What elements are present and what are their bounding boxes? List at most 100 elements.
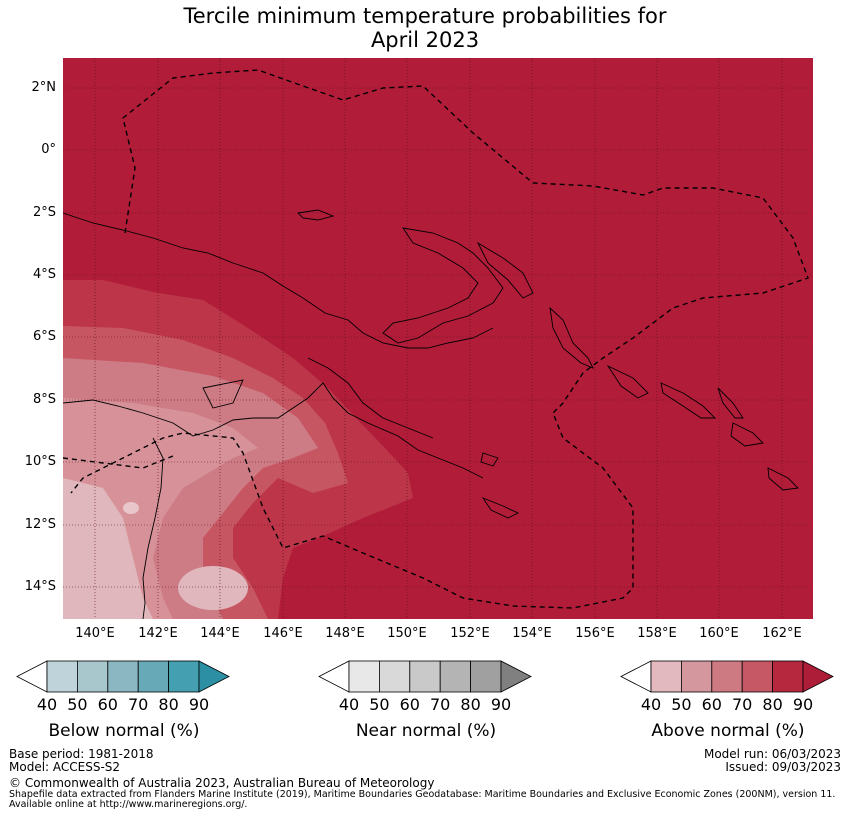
coastlines: [63, 209, 799, 619]
near-normal-tick-50: 50: [369, 695, 390, 714]
shade-40: [63, 478, 153, 619]
new-britain: [382, 227, 504, 344]
solomon-choiseul: [606, 364, 649, 399]
near-normal-title: Near normal (%): [355, 721, 497, 741]
bougainville: [549, 306, 594, 369]
above-normal-title: Above normal (%): [651, 721, 805, 741]
new-ireland: [476, 241, 534, 299]
above-normal-colorbar: [620, 660, 834, 693]
above-normal-tick-90: 90: [792, 695, 814, 714]
solomon-makira: [767, 467, 799, 491]
below-normal-tick-60: 60: [97, 695, 118, 714]
above-normal-swatch-70: [741, 660, 773, 693]
solomon-malaita: [717, 387, 744, 419]
near-normal-swatch-80: [470, 660, 502, 693]
near-normal-tick-60: 60: [399, 695, 420, 714]
lon-label-150e: 150°E: [387, 626, 427, 641]
base-period: Base period: 1981-2018: [9, 747, 154, 761]
near-normal-colorbar: [318, 660, 532, 693]
lat-label-2s: 2°S: [32, 205, 56, 220]
lat-label-6s: 6°S: [32, 329, 56, 344]
model-name: Model: ACCESS-S2: [9, 760, 121, 774]
above-normal-tick-60: 60: [701, 695, 722, 714]
australia-png-line: [63, 455, 174, 469]
louisiade: [481, 497, 520, 519]
model-run: Model run: 06/03/2023: [703, 747, 841, 761]
above-normal-swatch-60: [711, 660, 743, 693]
near-normal-extend-high: [500, 660, 532, 693]
lon-label-142e: 142°E: [138, 626, 178, 641]
above-normal-swatch-80: [772, 660, 804, 693]
below-normal-swatch-40: [46, 660, 78, 693]
near-normal-swatch-60: [409, 660, 441, 693]
above-normal-tick-70: 70: [732, 695, 753, 714]
lon-label-140e: 140°E: [75, 626, 115, 641]
shapefile-credit-2: Available online at http://www.marinereg…: [9, 799, 248, 810]
torres-islands: [202, 379, 244, 409]
map-title-line-2: April 2023: [370, 28, 480, 52]
eez-boundaries: [63, 69, 809, 609]
lat-label-4s: 4°S: [32, 267, 56, 282]
near-normal-tick-40: 40: [338, 695, 360, 714]
above-normal-tick-80: 80: [762, 695, 783, 714]
map-title-line-1: Tercile minimum temperature probabilitie…: [183, 4, 667, 28]
issued-date: Issued: 09/03/2023: [725, 760, 841, 774]
lon-label-154e: 154°E: [512, 626, 552, 641]
below-normal-swatch-80: [168, 660, 200, 693]
lat-label-10s: 10°S: [24, 454, 56, 469]
below-normal-swatch-60: [107, 660, 139, 693]
new-guinea-south-coast: [63, 382, 484, 479]
near-normal-swatch-40: [348, 660, 380, 693]
lon-label-146e: 146°E: [263, 626, 303, 641]
lon-label-148e: 148°E: [325, 626, 365, 641]
solomon-isabel: [660, 382, 717, 419]
near-normal-extend-low: [318, 660, 350, 693]
above-normal-extend-low: [620, 660, 652, 693]
near-normal-swatch-50: [379, 660, 411, 693]
above-normal-tick-50: 50: [671, 695, 692, 714]
cape-york: [142, 437, 164, 619]
new-guinea-north-coast: [63, 212, 494, 349]
shade-40-patch-2: [123, 502, 139, 514]
probability-map: [63, 58, 813, 619]
near-normal-tick-70: 70: [430, 695, 451, 714]
below-normal-tick-90: 90: [188, 695, 210, 714]
lon-label-162e: 162°E: [762, 626, 802, 641]
trobriand: [480, 452, 499, 467]
solomon-guadalcanal: [730, 422, 764, 447]
below-normal-tick-50: 50: [67, 695, 88, 714]
near-normal-swatch-70: [439, 660, 471, 693]
above-normal-swatch-40: [650, 660, 682, 693]
below-normal-title: Below normal (%): [48, 721, 200, 741]
admiralty: [297, 209, 335, 221]
papuan-peninsula: [307, 357, 434, 439]
shade-40-patch: [178, 566, 248, 610]
copyright: © Commonwealth of Australia 2023, Austra…: [9, 776, 435, 790]
shapefile-credit-1: Shapefile data extracted from Flanders M…: [9, 789, 836, 800]
above-normal-swatch-50: [681, 660, 713, 693]
below-normal-tick-80: 80: [158, 695, 179, 714]
graticule: [63, 58, 813, 619]
above-normal-extend-high: [802, 660, 834, 693]
below-normal-tick-40: 40: [36, 695, 58, 714]
lat-label-12s: 12°S: [24, 517, 56, 532]
lat-label-0: 0°: [41, 142, 56, 157]
near-normal-tick-80: 80: [460, 695, 481, 714]
lon-label-152e: 152°E: [450, 626, 490, 641]
lon-label-144e: 144°E: [200, 626, 240, 641]
below-normal-swatch-50: [77, 660, 109, 693]
png-eez: [70, 69, 809, 609]
below-normal-tick-70: 70: [128, 695, 149, 714]
lon-label-160e: 160°E: [699, 626, 739, 641]
lon-label-156e: 156°E: [575, 626, 615, 641]
lat-label-14s: 14°S: [24, 579, 56, 594]
below-normal-extend-low: [16, 660, 48, 693]
lon-label-158e: 158°E: [637, 626, 677, 641]
lat-label-2n: 2°N: [31, 80, 57, 95]
below-normal-colorbar: [16, 660, 230, 693]
below-normal-swatch-70: [137, 660, 169, 693]
near-normal-tick-90: 90: [490, 695, 512, 714]
above-normal-tick-40: 40: [640, 695, 662, 714]
below-normal-extend-high: [198, 660, 230, 693]
lat-label-8s: 8°S: [32, 392, 56, 407]
